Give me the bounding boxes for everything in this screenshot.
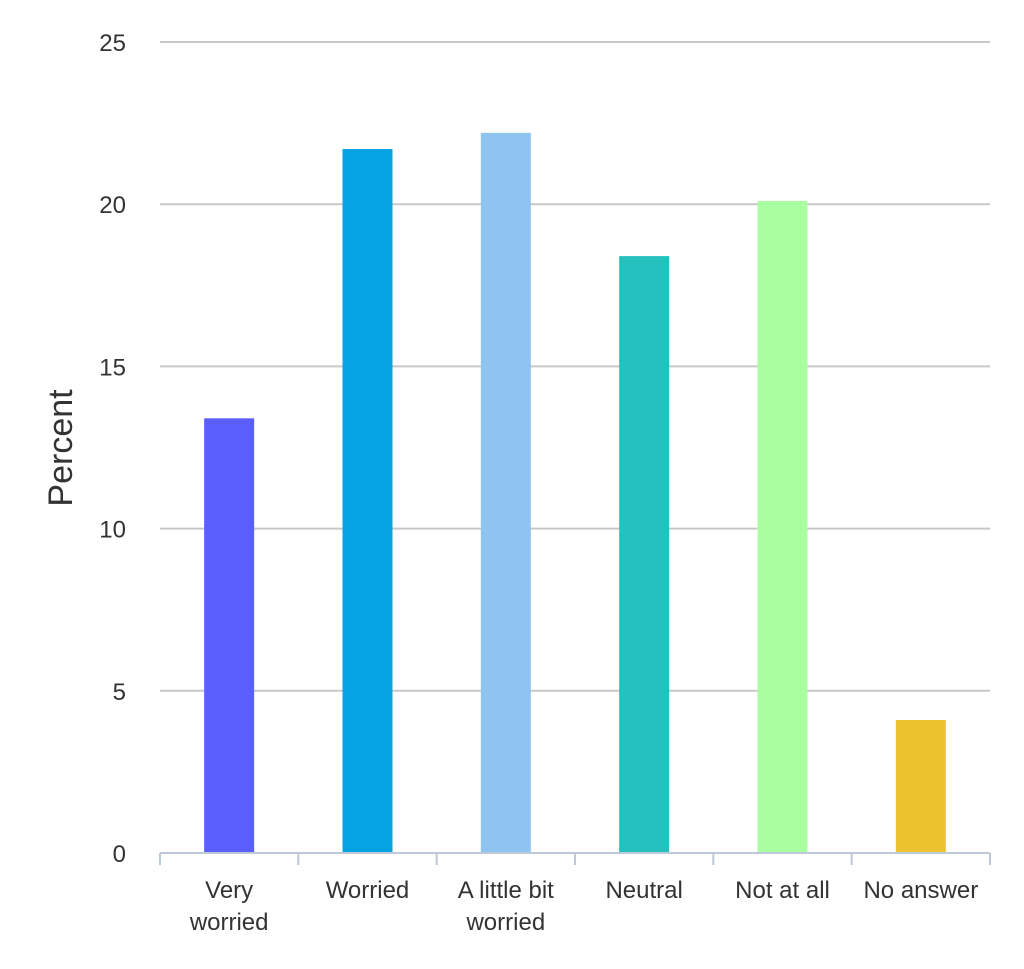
x-category-label: Neutral xyxy=(605,877,682,904)
y-tick-label: 10 xyxy=(99,517,126,544)
y-tick-label: 15 xyxy=(99,354,126,381)
y-tick-label: 20 xyxy=(99,192,126,219)
x-category-label: worried xyxy=(465,909,545,936)
x-axis-category-ticks xyxy=(159,853,991,865)
x-axis-category-labels: Very worried Worried A little bit worried Neu… xyxy=(189,877,978,936)
x-category-label: worried xyxy=(189,909,269,936)
y-axis-ticks: 0 5 10 15 20 25 xyxy=(99,30,126,868)
x-category-label: Worried xyxy=(326,877,410,904)
bar xyxy=(342,149,393,853)
x-category-label: A little bit xyxy=(458,877,554,904)
bars xyxy=(204,132,946,853)
x-category-label: Very xyxy=(205,877,253,904)
bar xyxy=(480,132,531,853)
y-axis-title: Percent xyxy=(42,389,80,507)
y-tick-label: 5 xyxy=(113,679,126,706)
bar xyxy=(204,418,255,853)
x-category-label: Not at all xyxy=(735,877,830,904)
bar xyxy=(757,200,808,853)
gridlines xyxy=(160,41,990,692)
y-tick-label: 0 xyxy=(113,841,126,868)
y-tick-label: 25 xyxy=(99,30,126,57)
x-category-label: No answer xyxy=(863,877,978,904)
bar xyxy=(895,719,946,853)
bar xyxy=(619,256,670,853)
